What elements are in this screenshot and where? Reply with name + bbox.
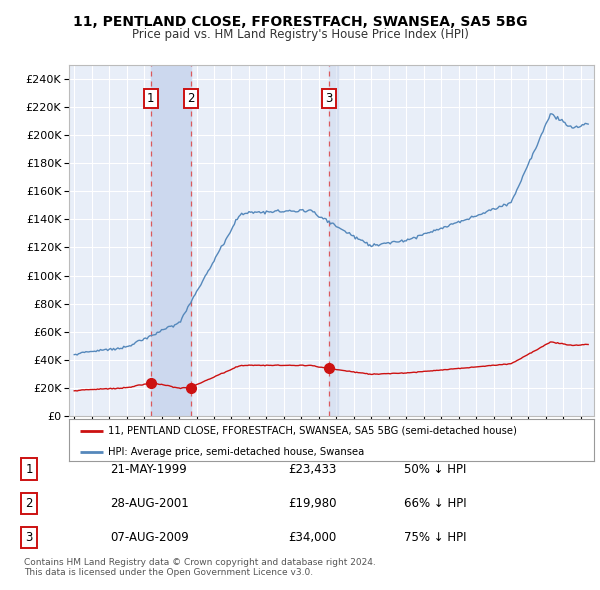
- Text: 1: 1: [147, 92, 155, 105]
- Bar: [151, 65, 191, 416]
- Text: 11, PENTLAND CLOSE, FFORESTFACH, SWANSEA, SA5 5BG (semi-detached house): 11, PENTLAND CLOSE, FFORESTFACH, SWANSEA…: [109, 426, 517, 436]
- Bar: [329, 65, 338, 416]
- Text: 75% ↓ HPI: 75% ↓ HPI: [404, 531, 466, 544]
- Text: £34,000: £34,000: [289, 531, 337, 544]
- Text: HPI: Average price, semi-detached house, Swansea: HPI: Average price, semi-detached house,…: [109, 447, 365, 457]
- Text: 11, PENTLAND CLOSE, FFORESTFACH, SWANSEA, SA5 5BG: 11, PENTLAND CLOSE, FFORESTFACH, SWANSEA…: [73, 15, 527, 29]
- Text: 21-MAY-1999: 21-MAY-1999: [110, 463, 187, 476]
- Text: 07-AUG-2009: 07-AUG-2009: [110, 531, 188, 544]
- Text: 2: 2: [26, 497, 33, 510]
- Text: 2: 2: [187, 92, 194, 105]
- Text: Price paid vs. HM Land Registry's House Price Index (HPI): Price paid vs. HM Land Registry's House …: [131, 28, 469, 41]
- Text: £23,433: £23,433: [289, 463, 337, 476]
- Text: 50% ↓ HPI: 50% ↓ HPI: [404, 463, 466, 476]
- Text: 3: 3: [26, 531, 33, 544]
- Text: 66% ↓ HPI: 66% ↓ HPI: [404, 497, 466, 510]
- Text: 1: 1: [26, 463, 33, 476]
- Text: 28-AUG-2001: 28-AUG-2001: [110, 497, 188, 510]
- Text: £19,980: £19,980: [289, 497, 337, 510]
- Text: Contains HM Land Registry data © Crown copyright and database right 2024.
This d: Contains HM Land Registry data © Crown c…: [24, 558, 376, 577]
- Text: 3: 3: [325, 92, 333, 105]
